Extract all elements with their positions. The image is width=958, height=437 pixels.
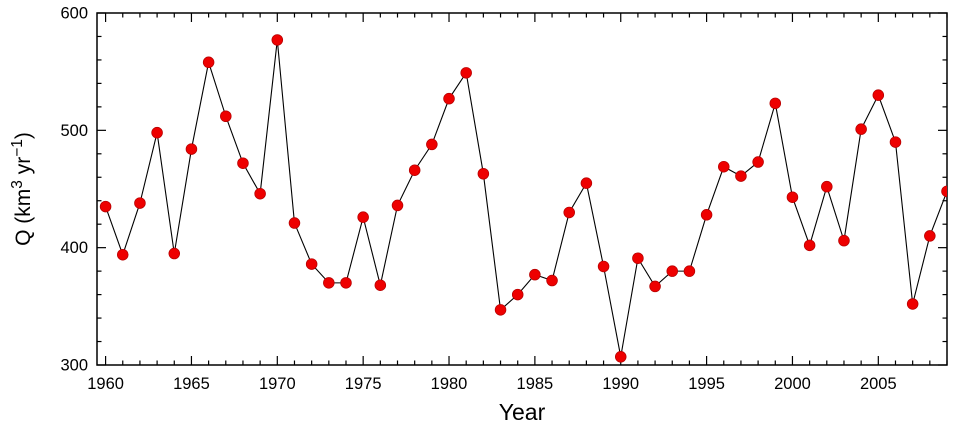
data-point (151, 126, 163, 139)
data-point (357, 211, 369, 223)
data-point (134, 197, 146, 209)
data-point (563, 206, 575, 219)
data-point (889, 136, 902, 148)
x-tick-label: 1985 (517, 375, 554, 393)
data-point (803, 239, 816, 252)
data-point (426, 138, 438, 151)
y-tick-labels: 300 400 500 600 (60, 5, 88, 375)
data-point (666, 265, 678, 277)
data-point (546, 274, 558, 287)
data-point (941, 185, 947, 198)
data-point (477, 168, 490, 180)
x-tick-label: 2000 (774, 375, 811, 393)
data-point (924, 230, 936, 242)
data-point (529, 268, 541, 281)
data-point (597, 260, 610, 273)
data-point (683, 265, 696, 277)
x-tick-label: 1970 (259, 375, 296, 393)
data-point (769, 97, 782, 110)
data-point (168, 247, 181, 260)
data-point (460, 67, 472, 79)
data-point (752, 156, 764, 168)
data-point (838, 234, 850, 247)
data-point (305, 258, 318, 270)
data-point (374, 279, 387, 291)
x-tick-label: 1980 (431, 375, 468, 393)
data-point (443, 92, 455, 105)
data-point (340, 277, 352, 289)
data-point (323, 277, 335, 289)
x-tick-label: 2005 (860, 375, 897, 393)
data-point (735, 170, 747, 182)
x-tick-label: 1960 (87, 375, 124, 393)
data-point (254, 187, 266, 200)
y-tick-label: 500 (60, 122, 88, 140)
data-point (855, 123, 867, 135)
data-point (700, 209, 713, 221)
x-tick-labels: 1960 1965 1970 1975 1980 1985 1990 1995 2000 2005 (87, 375, 896, 393)
x-tick-label: 1995 (688, 375, 725, 393)
x-axis-label: Year (499, 399, 546, 425)
data-point (185, 143, 198, 155)
data-point (614, 351, 627, 363)
data-point (288, 217, 301, 229)
y-tick-label: 600 (60, 5, 88, 23)
x-tick-label: 1965 (173, 375, 210, 393)
data-point (117, 248, 129, 261)
data-point (220, 110, 232, 122)
data-point (821, 180, 833, 193)
y-tick-label: 400 (60, 239, 88, 257)
data-point (649, 280, 661, 293)
data-point (718, 160, 730, 173)
data-point (99, 200, 112, 213)
x-tick-label: 1975 (345, 375, 382, 393)
data-point (391, 199, 404, 212)
y-tick-label: 300 (60, 357, 88, 375)
data-point (872, 89, 885, 101)
data-point (271, 34, 284, 46)
y-axis-label: Q (km3​ yr−1​) (9, 132, 35, 246)
x-tick-label: 1990 (602, 375, 639, 393)
data-point (632, 252, 644, 264)
data-line (105, 39, 947, 357)
data-point (580, 177, 593, 189)
data-point (237, 157, 249, 169)
data-point (511, 288, 524, 301)
data-point (202, 56, 215, 69)
data-point (906, 298, 919, 310)
data-point (408, 164, 421, 176)
data-points (99, 34, 947, 363)
data-point (786, 191, 799, 203)
data-point (494, 304, 507, 316)
